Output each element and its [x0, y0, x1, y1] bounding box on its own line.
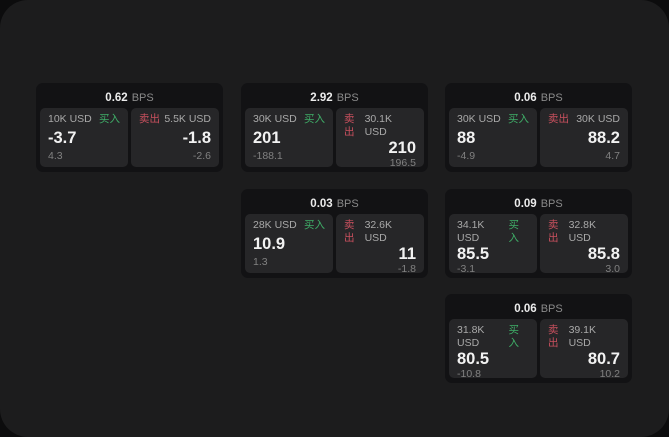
- quote-panels: 30K USD 买入 88 -4.9 卖出 30K USD 88.2 4.7: [449, 108, 628, 167]
- sell-side-label: 卖出: [548, 324, 559, 349]
- bps-value: 0.06: [514, 302, 537, 315]
- buy-amount: 31.8K USD: [457, 324, 485, 349]
- buy-change: 1.3: [253, 256, 268, 268]
- sell-amount: 39.1K USD: [568, 324, 597, 349]
- sell-price: 88.2: [587, 129, 620, 147]
- quote-panels: 30K USD 买入 201 -188.1 卖出 30.1K USD 210 1…: [245, 108, 424, 169]
- sell-change: 4.7: [605, 150, 620, 162]
- quote-panels: 34.1K USD 买入 85.5 -3.1 卖出 32.8K USD 85.8…: [449, 214, 628, 275]
- buy-amount: 30K USD: [253, 113, 297, 125]
- sell-change: 196.5: [389, 157, 416, 169]
- buy-panel[interactable]: 10K USD 买入 -3.7 4.3: [40, 108, 128, 167]
- bps-value: 0.09: [514, 197, 537, 210]
- buy-price: 10.9: [253, 235, 286, 253]
- bps-header: 0.06 BPS: [449, 298, 628, 319]
- bps-header: 0.03 BPS: [245, 193, 424, 214]
- buy-change: -3.1: [457, 263, 476, 275]
- bps-unit-label: BPS: [336, 91, 359, 104]
- buy-panel[interactable]: 30K USD 买入 201 -188.1: [245, 108, 333, 167]
- quote-card: 0.62 BPS 10K USD 买入 -3.7 4.3 卖出 5.5K USD…: [36, 83, 223, 172]
- bps-value: 0.62: [105, 91, 128, 104]
- bps-unit-label: BPS: [131, 91, 154, 104]
- sell-amount: 30.1K USD: [364, 113, 393, 138]
- buy-side-label: 买入: [508, 324, 519, 349]
- buy-panel[interactable]: 28K USD 买入 10.9 1.3: [245, 214, 333, 273]
- buy-price: 85.5: [457, 245, 490, 263]
- bps-unit-label: BPS: [540, 302, 563, 315]
- sell-amount: 30K USD: [576, 113, 620, 125]
- sell-price: 210: [388, 139, 416, 157]
- sell-panel[interactable]: 卖出 5.5K USD -1.8 -2.6: [131, 108, 219, 167]
- buy-price: 88: [457, 129, 476, 147]
- quote-card: 2.92 BPS 30K USD 买入 201 -188.1 卖出 30.1K …: [241, 83, 428, 172]
- sell-price: -1.8: [182, 129, 211, 147]
- sell-panel[interactable]: 卖出 32.6K USD 11 -1.8: [336, 214, 424, 275]
- quote-panels: 31.8K USD 买入 80.5 -10.8 卖出 39.1K USD 80.…: [449, 319, 628, 380]
- buy-price: -3.7: [48, 129, 77, 147]
- sell-change: 3.0: [605, 263, 620, 275]
- sell-amount: 32.8K USD: [568, 219, 597, 244]
- quote-card: 0.09 BPS 34.1K USD 买入 85.5 -3.1 卖出 32.8K…: [445, 189, 632, 278]
- buy-panel[interactable]: 34.1K USD 买入 85.5 -3.1: [449, 214, 537, 275]
- bps-unit-label: BPS: [540, 197, 563, 210]
- sell-panel[interactable]: 卖出 30K USD 88.2 4.7: [540, 108, 628, 167]
- sell-panel[interactable]: 卖出 30.1K USD 210 196.5: [336, 108, 424, 169]
- sell-side-label: 卖出: [548, 219, 559, 244]
- sell-change: 10.2: [599, 368, 620, 380]
- sell-side-label: 卖出: [548, 113, 569, 125]
- sell-price: 85.8: [587, 245, 620, 263]
- buy-amount: 10K USD: [48, 113, 92, 125]
- buy-panel[interactable]: 30K USD 买入 88 -4.9: [449, 108, 537, 167]
- quote-panels: 28K USD 买入 10.9 1.3 卖出 32.6K USD 11 -1.8: [245, 214, 424, 275]
- sell-amount: 32.6K USD: [364, 219, 393, 244]
- buy-amount: 34.1K USD: [457, 219, 485, 244]
- buy-price: 80.5: [457, 350, 490, 368]
- sell-amount: 5.5K USD: [164, 113, 211, 125]
- buy-panel[interactable]: 31.8K USD 买入 80.5 -10.8: [449, 319, 537, 380]
- quote-panels: 10K USD 买入 -3.7 4.3 卖出 5.5K USD -1.8 -2.…: [40, 108, 219, 167]
- sell-price: 11: [398, 245, 416, 263]
- buy-change: 4.3: [48, 150, 63, 162]
- sell-side-label: 卖出: [344, 219, 355, 244]
- buy-side-label: 买入: [508, 113, 529, 125]
- buy-side-label: 买入: [508, 219, 519, 244]
- buy-change: -4.9: [457, 150, 476, 162]
- buy-price: 201: [253, 129, 281, 147]
- sell-side-label: 卖出: [139, 113, 160, 125]
- buy-change: -10.8: [457, 368, 481, 380]
- bps-unit-label: BPS: [336, 197, 359, 210]
- buy-side-label: 买入: [304, 113, 325, 125]
- buy-amount: 30K USD: [457, 113, 501, 125]
- sell-side-label: 卖出: [344, 113, 355, 138]
- quote-card: 0.06 BPS 31.8K USD 买入 80.5 -10.8 卖出 39.1…: [445, 294, 632, 383]
- bps-header: 0.06 BPS: [449, 87, 628, 108]
- sell-panel[interactable]: 卖出 32.8K USD 85.8 3.0: [540, 214, 628, 275]
- bps-value: 0.06: [514, 91, 537, 104]
- buy-amount: 28K USD: [253, 219, 297, 231]
- bps-header: 0.09 BPS: [449, 193, 628, 214]
- buy-change: -188.1: [253, 150, 283, 162]
- quote-card: 0.03 BPS 28K USD 买入 10.9 1.3 卖出 32.6K US…: [241, 189, 428, 278]
- sell-price: 80.7: [587, 350, 620, 368]
- bps-header: 0.62 BPS: [40, 87, 219, 108]
- bps-unit-label: BPS: [540, 91, 563, 104]
- bps-value: 2.92: [310, 91, 333, 104]
- buy-side-label: 买入: [304, 219, 325, 231]
- sell-change: -1.8: [397, 263, 416, 275]
- sell-change: -2.6: [192, 150, 211, 162]
- bps-value: 0.03: [310, 197, 333, 210]
- quote-card: 0.06 BPS 30K USD 买入 88 -4.9 卖出 30K USD 8…: [445, 83, 632, 172]
- sell-panel[interactable]: 卖出 39.1K USD 80.7 10.2: [540, 319, 628, 380]
- bps-header: 2.92 BPS: [245, 87, 424, 108]
- buy-side-label: 买入: [99, 113, 120, 125]
